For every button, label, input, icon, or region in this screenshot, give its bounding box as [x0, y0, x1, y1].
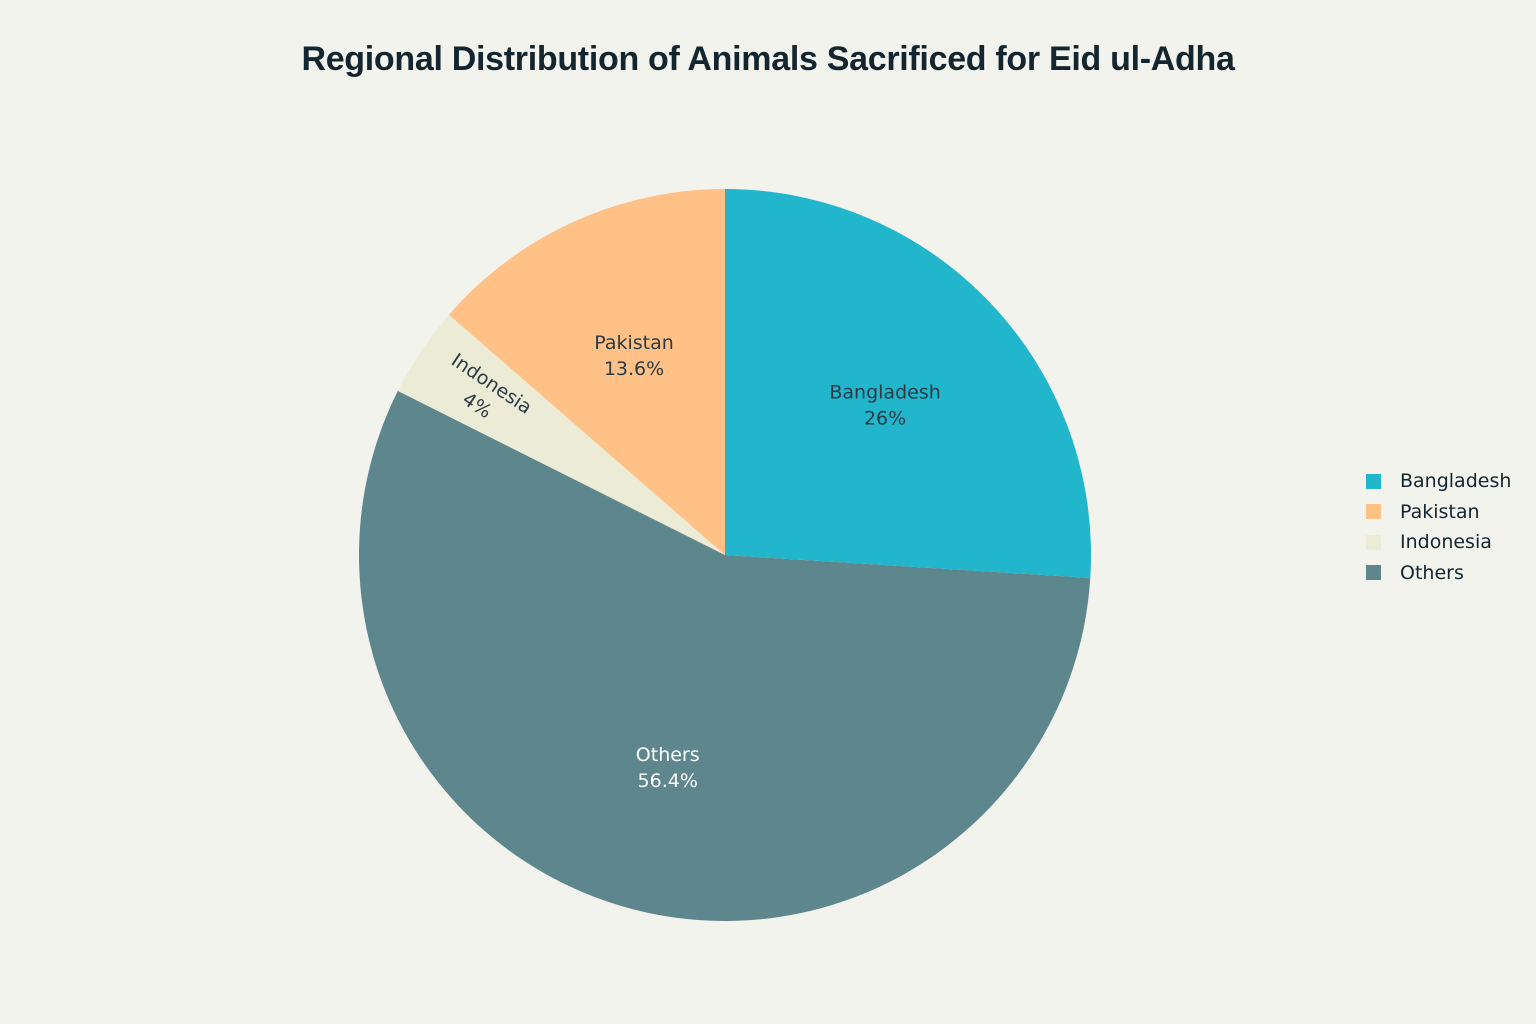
slice-label-pakistan: Pakistan 13.6% — [594, 332, 674, 380]
legend-label: Others — [1400, 561, 1464, 584]
pie-slice-pakistan — [448, 189, 725, 555]
slice-label-value: 56.4% — [638, 770, 698, 792]
legend-swatch — [1366, 504, 1381, 520]
legend-item-indonesia[interactable]: Indonesia — [1366, 527, 1511, 558]
slice-label-name: Pakistan — [594, 332, 674, 354]
legend-item-pakistan[interactable]: Pakistan — [1366, 497, 1511, 528]
legend-swatch — [1366, 473, 1381, 489]
legend-item-bangladesh[interactable]: Bangladesh — [1366, 466, 1511, 497]
pie-slice-others — [359, 390, 1091, 921]
pie-slice-bangladesh — [725, 189, 1091, 578]
chart-title: Regional Distribution of Animals Sacrifi… — [301, 40, 1235, 78]
pie-slices — [359, 189, 1091, 921]
slice-label-bangladesh: Bangladesh 26% — [829, 382, 940, 430]
slice-label-others: Others 56.4% — [636, 744, 700, 792]
legend-swatch — [1366, 565, 1381, 581]
pie-labels: Bangladesh26%Others56.4%Indonesia4%Pakis… — [447, 332, 941, 792]
slice-label-value: 13.6% — [604, 358, 664, 380]
legend-swatch — [1366, 534, 1381, 550]
pie-slice-indonesia — [397, 314, 725, 555]
legend-label: Indonesia — [1400, 531, 1492, 554]
slice-label-value: 26% — [864, 408, 906, 430]
slice-label-name: Bangladesh — [829, 382, 940, 404]
slice-label-name: Others — [636, 744, 700, 766]
legend-label: Pakistan — [1400, 500, 1480, 523]
legend: Bangladesh Pakistan Indonesia Others — [1366, 466, 1511, 588]
legend-label: Bangladesh — [1400, 470, 1512, 493]
legend-item-others[interactable]: Others — [1366, 558, 1511, 589]
